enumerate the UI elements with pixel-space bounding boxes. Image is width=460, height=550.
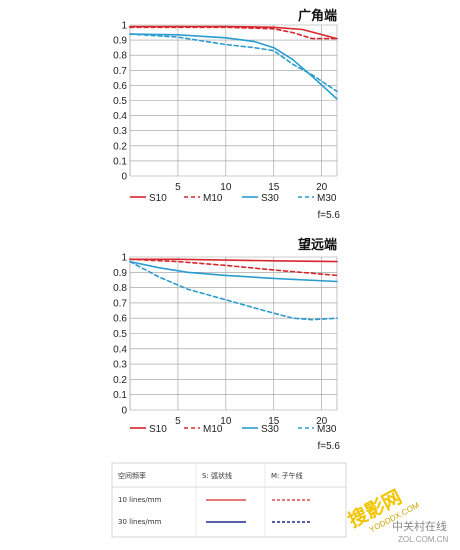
table-header-sagittal: S: 弧状线 xyxy=(202,471,232,480)
series-lines xyxy=(129,25,338,100)
y-tick-label: 0 xyxy=(121,172,127,183)
legend-label: M30 xyxy=(317,424,337,435)
tele-end-mtf-chart: 望远端 0 0.1 0.2 0.3 0.4 0.5 0.6 0.7 0.8 0.9 1 5 10 15 2… xyxy=(113,237,340,452)
y-tick-label: 0.4 xyxy=(113,111,127,122)
y-tick-label: 0.8 xyxy=(113,283,127,294)
y-tick-label: 0.5 xyxy=(113,96,127,107)
legend-label: S10 xyxy=(149,193,167,204)
legend-label: S30 xyxy=(261,424,279,435)
grid xyxy=(129,256,338,411)
series-line-s10 xyxy=(129,258,338,263)
table-row-label: 30 lines/mm xyxy=(118,518,162,526)
y-tick-label: 0.7 xyxy=(113,66,127,77)
chart-title: 广角端 xyxy=(298,8,337,24)
y-tick-label: 0.1 xyxy=(113,156,127,167)
x-tick-label: 5 xyxy=(175,416,181,427)
y-tick-label: 0.6 xyxy=(113,81,127,92)
x-tick-label: 5 xyxy=(175,182,181,193)
series-line-m30 xyxy=(129,33,338,93)
y-tick-label: 0.3 xyxy=(113,126,127,137)
x-axis-ticks: 5 10 15 20 xyxy=(175,182,328,193)
y-tick-label: 0.8 xyxy=(113,51,127,62)
x-tick-label: 15 xyxy=(268,416,280,427)
series-line-m10 xyxy=(129,258,338,277)
series-line-m10 xyxy=(129,26,338,40)
f-number-label: f=5.6 xyxy=(317,441,340,452)
series-line-s30 xyxy=(129,260,338,283)
x-tick-label: 20 xyxy=(316,182,328,193)
f-number-label: f=5.6 xyxy=(317,210,340,221)
y-axis-ticks: 0 0.1 0.2 0.3 0.4 0.5 0.6 0.7 0.8 0.9 1 xyxy=(113,21,127,183)
series-line-s10 xyxy=(129,25,338,40)
legend-label: S30 xyxy=(261,193,279,204)
table-row-label: 10 lines/mm xyxy=(118,496,162,504)
x-tick-label: 10 xyxy=(220,182,232,193)
y-tick-label: 1 xyxy=(121,253,127,264)
x-tick-label: 15 xyxy=(268,182,280,193)
chart-title: 望远端 xyxy=(298,237,337,253)
legend-label: S10 xyxy=(149,424,167,435)
watermark-brand: 中关村在线 xyxy=(392,519,447,533)
wide-end-mtf-chart: 广角端 0 0.1 0.2 0.3 0.4 0.5 0.6 0.7 0.8 0.9 1 5 10 15 2… xyxy=(113,8,340,221)
legend: S10 M10 S30 M30 xyxy=(130,193,337,204)
legend-label: M10 xyxy=(203,193,223,204)
legend: S10 M10 S30 M30 xyxy=(130,424,337,435)
y-tick-label: 0.5 xyxy=(113,329,127,340)
y-tick-label: 0.1 xyxy=(113,390,127,401)
series-line-s30 xyxy=(129,33,338,100)
y-tick-label: 0.9 xyxy=(113,36,127,47)
watermark-brand-sub: ZOL.COM.CN xyxy=(398,535,448,544)
y-tick-label: 0.4 xyxy=(113,344,127,355)
y-tick-label: 0.7 xyxy=(113,298,127,309)
table-header-freq: 空间频率 xyxy=(118,471,146,480)
line-legend-table: 空间频率 S: 弧状线 M: 子午线 10 lines/mm 30 lines/… xyxy=(111,462,347,538)
x-axis-ticks: 5 10 15 20 xyxy=(175,416,328,427)
table-header-meridional: M: 子午线 xyxy=(271,471,303,480)
y-tick-label: 0.2 xyxy=(113,141,127,152)
legend-label: M30 xyxy=(317,193,337,204)
legend-label: M10 xyxy=(203,424,223,435)
y-tick-label: 0.3 xyxy=(113,360,127,371)
series-line-m30 xyxy=(129,260,338,321)
grid xyxy=(129,24,338,177)
y-tick-label: 0 xyxy=(121,406,127,417)
series-lines xyxy=(129,258,338,321)
y-tick-label: 0.2 xyxy=(113,375,127,386)
x-tick-label: 20 xyxy=(316,416,328,427)
y-tick-label: 1 xyxy=(121,21,127,32)
y-axis-ticks: 0 0.1 0.2 0.3 0.4 0.5 0.6 0.7 0.8 0.9 1 xyxy=(113,253,127,417)
y-tick-label: 0.9 xyxy=(113,268,127,279)
x-tick-label: 10 xyxy=(220,416,232,427)
y-tick-label: 0.6 xyxy=(113,314,127,325)
watermark: 搜影网 YODDDX.COM 中关村在线 ZOL.COM.CN xyxy=(344,485,448,544)
